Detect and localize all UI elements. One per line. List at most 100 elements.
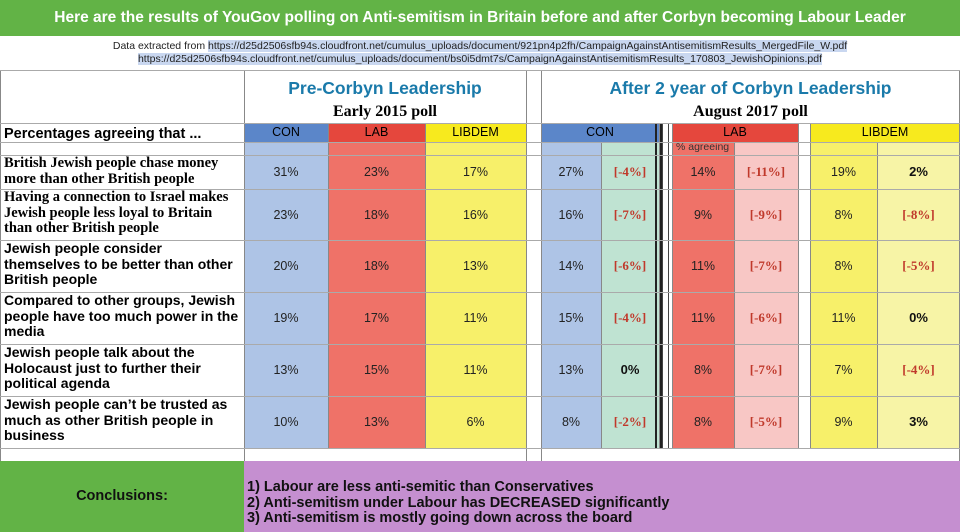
pre-value-con: 20%	[273, 259, 299, 273]
pre-corbyn-title: Pre-Corbyn Leadership	[288, 78, 482, 98]
grid-line	[526, 70, 527, 461]
post-value-libdem: 9%	[834, 415, 853, 429]
grid-line	[798, 123, 799, 448]
post-value-libdem: 11%	[831, 311, 856, 325]
source-prefix: Data extracted from	[112, 40, 208, 52]
grid-line	[601, 142, 602, 448]
post-value-libdem: 8%	[834, 259, 853, 273]
grid-line	[0, 123, 960, 124]
change-value-libdem: 0%	[909, 310, 928, 325]
conclusions-label: Conclusions:	[0, 461, 244, 532]
grid-line	[672, 123, 673, 448]
pre-value-libdem: 16%	[462, 207, 489, 222]
post-corbyn-title: After 2 year of Corbyn Leadership	[609, 78, 892, 98]
pre-value-lab: 13%	[363, 415, 390, 429]
pre-value-lab: 17%	[363, 311, 390, 325]
conclusion-item: 3) Anti-semitism is mostly going down ac…	[247, 510, 633, 526]
post-column-bg-con-change	[601, 142, 659, 448]
pre-column-bg-lab	[328, 123, 425, 448]
grid-line	[0, 70, 960, 71]
source-note: Data extracted from https://d25d2506sfb9…	[0, 40, 960, 66]
change-value-lab: [-7%]	[749, 362, 783, 377]
grid-line	[0, 142, 960, 143]
change-value-con: [-4%]	[613, 164, 647, 179]
post-column-bg-lab	[672, 123, 734, 448]
grid-line	[0, 448, 960, 449]
pre-header-libdem: LIBDEM	[425, 123, 526, 142]
post-header-con: CON	[541, 123, 659, 142]
pre-value-libdem: 17%	[462, 165, 489, 179]
pre-value-libdem: 11%	[463, 363, 488, 377]
grid-line	[425, 123, 426, 448]
pre-corbyn-subtitle: Early 2015 poll	[332, 103, 437, 120]
grid-line	[660, 123, 662, 448]
post-value-lab: 11%	[690, 259, 716, 273]
post-value-con: 15%	[558, 311, 584, 325]
change-value-libdem: 2%	[909, 164, 928, 179]
grid-line	[734, 142, 735, 448]
post-value-libdem: 19%	[830, 165, 857, 179]
post-column-bg-libdem-change	[877, 142, 960, 448]
pre-value-libdem: 6%	[466, 415, 485, 429]
post-value-con: 8%	[561, 415, 581, 429]
grid-line	[810, 123, 811, 448]
grid-line	[0, 396, 960, 397]
pre-value-con: 10%	[273, 415, 299, 429]
change-value-libdem: [-8%]	[902, 206, 935, 222]
change-value-libdem: [-5%]	[902, 258, 935, 273]
post-value-libdem: 8%	[834, 207, 853, 222]
post-column-bg-lab-change	[734, 142, 798, 448]
pre-value-lab: 23%	[363, 165, 390, 179]
change-value-con: [-6%]	[613, 258, 647, 273]
change-value-con: 0%	[620, 362, 640, 377]
grid-line	[0, 70, 1, 461]
grid-line	[655, 123, 657, 448]
grid-line	[662, 123, 663, 448]
pre-value-con: 31%	[273, 165, 299, 179]
post-value-con: 27%	[558, 165, 584, 179]
change-value-lab: [-7%]	[749, 258, 783, 273]
post-corbyn-subtitle: August 2017 poll	[693, 103, 808, 120]
post-value-lab: 14%	[690, 165, 716, 179]
post-value-con: 14%	[558, 259, 584, 273]
post-value-lab: 8%	[693, 415, 713, 429]
row-label: Compared to other groups, Jewish people …	[4, 293, 239, 339]
change-value-con: [-4%]	[613, 310, 647, 325]
grid-line	[0, 344, 960, 345]
pre-value-con: 19%	[273, 311, 299, 325]
change-value-lab: [-5%]	[749, 414, 783, 429]
row-label: Having a connection to Israel makes Jewi…	[4, 190, 229, 236]
post-value-lab: 9%	[693, 207, 713, 222]
row-label: Jewish people can’t be trusted as much a…	[4, 397, 228, 443]
post-column-bg-con	[541, 123, 601, 448]
change-value-lab: [-9%]	[749, 206, 783, 222]
post-value-lab: 11%	[690, 311, 716, 325]
post-value-con: 16%	[558, 207, 584, 222]
grid-line	[541, 70, 542, 461]
pre-header-lab: LAB	[328, 123, 425, 142]
grid-line	[877, 142, 878, 448]
pre-value-con: 13%	[273, 363, 299, 377]
source-link-1[interactable]: https://d25d2506sfb94s.cloudfront.net/cu…	[207, 40, 848, 52]
row-header: Percentages agreeing that ...	[4, 126, 202, 142]
conclusion-item: 1) Labour are less anti-semitic than Con…	[247, 479, 594, 495]
post-value-con: 13%	[558, 363, 584, 377]
post-header-lab: LAB	[672, 123, 798, 142]
post-value-lab: 8%	[693, 363, 713, 377]
row-label: Jewish people consider themselves to be …	[4, 241, 233, 287]
post-value-libdem: 7%	[834, 363, 853, 377]
row-label: Jewish people talk about the Holocaust j…	[4, 345, 201, 391]
pre-value-lab: 18%	[363, 207, 390, 222]
conclusions-box: 1) Labour are less anti-semitic than Con…	[244, 461, 960, 532]
post-note: % agreeing	[676, 141, 730, 153]
post-column-bg-libdem	[810, 123, 877, 448]
source-link-2[interactable]: https://d25d2506sfb94s.cloudfront.net/cu…	[137, 53, 823, 65]
conclusion-item: 2) Anti-semitism under Labour has DECREA…	[247, 494, 670, 511]
change-value-lab: [-11%]	[746, 164, 786, 179]
pre-column-bg-con	[244, 123, 328, 448]
pre-column-bg-libdem	[425, 123, 526, 448]
change-value-libdem: [-4%]	[902, 362, 935, 377]
change-value-con: [-7%]	[613, 206, 647, 222]
change-value-con: [-2%]	[613, 414, 647, 429]
grid-line	[0, 240, 960, 241]
